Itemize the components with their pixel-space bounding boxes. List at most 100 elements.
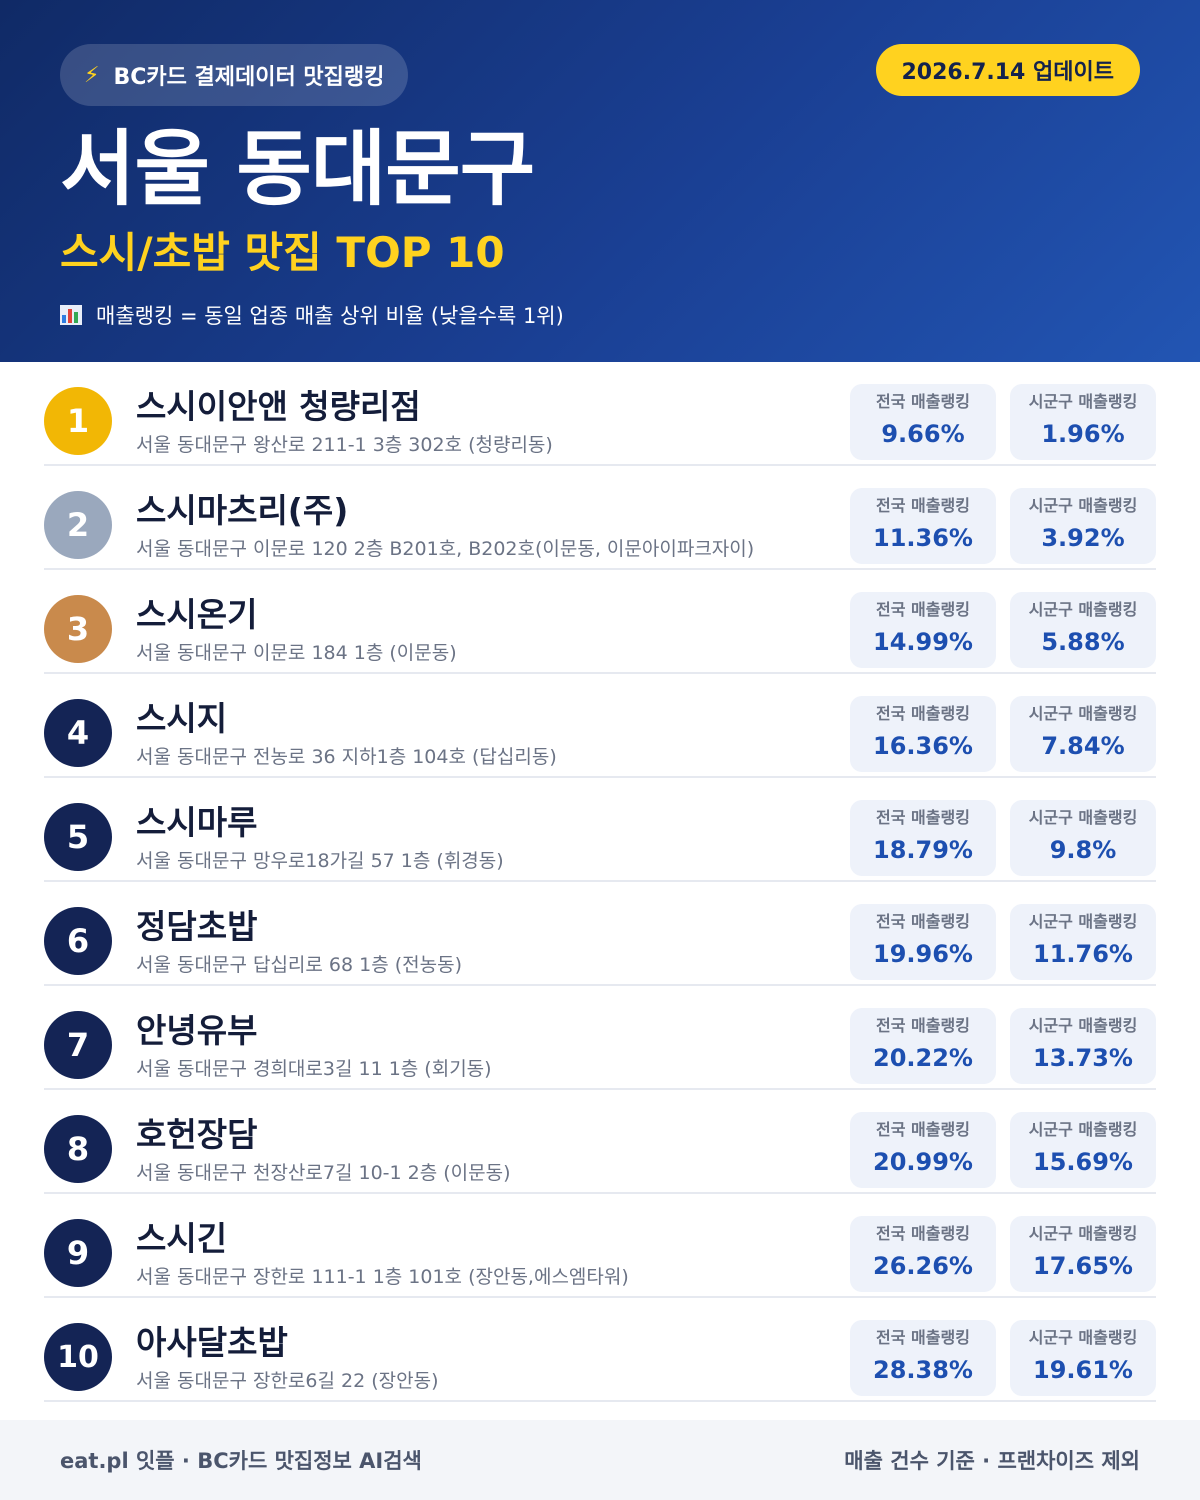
local-ranking-box: 시군구 매출랭킹 15.69% bbox=[1010, 1112, 1156, 1188]
national-ranking-label: 전국 매출랭킹 bbox=[876, 496, 970, 515]
local-ranking-label: 시군구 매출랭킹 bbox=[1028, 1120, 1138, 1139]
national-ranking-label: 전국 매출랭킹 bbox=[876, 912, 970, 931]
national-ranking-label: 전국 매출랭킹 bbox=[876, 808, 970, 827]
bar-chart-icon bbox=[60, 305, 82, 325]
footer: eat.pl 잇플 · BC카드 맛집정보 AI검색 매출 건수 기준 · 프랜… bbox=[0, 1420, 1200, 1500]
rank-badge: 8 bbox=[44, 1115, 112, 1183]
restaurant-row[interactable]: 6 정담초밥 서울 동대문구 답십리로 68 1층 (전농동) 전국 매출랭킹 … bbox=[44, 882, 1156, 986]
national-ranking-box: 전국 매출랭킹 11.36% bbox=[850, 488, 996, 564]
national-ranking-value: 19.96% bbox=[873, 940, 973, 968]
local-ranking-box: 시군구 매출랭킹 11.76% bbox=[1010, 904, 1156, 980]
local-ranking-value: 11.76% bbox=[1033, 940, 1133, 968]
rank-badge: 4 bbox=[44, 699, 112, 767]
local-ranking-box: 시군구 매출랭킹 7.84% bbox=[1010, 696, 1156, 772]
restaurant-address: 서울 동대문구 이문로 184 1층 (이문동) bbox=[136, 642, 457, 664]
restaurant-row[interactable]: 7 안녕유부 서울 동대문구 경희대로3길 11 1층 (회기동) 전국 매출랭… bbox=[44, 986, 1156, 1090]
local-ranking-label: 시군구 매출랭킹 bbox=[1028, 1224, 1138, 1243]
national-ranking-box: 전국 매출랭킹 18.79% bbox=[850, 800, 996, 876]
national-ranking-label: 전국 매출랭킹 bbox=[876, 1016, 970, 1035]
footer-source: eat.pl 잇플 · BC카드 맛집정보 AI검색 bbox=[60, 1449, 422, 1473]
restaurant-address: 서울 동대문구 이문로 120 2층 B201호, B202호(이문동, 이문아… bbox=[136, 538, 755, 560]
restaurant-row[interactable]: 1 스시이안앤 청량리점 서울 동대문구 왕산로 211-1 3층 302호 (… bbox=[44, 362, 1156, 466]
national-ranking-value: 28.38% bbox=[873, 1356, 973, 1384]
local-ranking-value: 3.92% bbox=[1041, 524, 1125, 552]
national-ranking-value: 26.26% bbox=[873, 1252, 973, 1280]
national-ranking-value: 14.99% bbox=[873, 628, 973, 656]
restaurant-address: 서울 동대문구 망우로18가길 57 1층 (휘경동) bbox=[136, 850, 504, 872]
restaurant-row[interactable]: 5 스시마루 서울 동대문구 망우로18가길 57 1층 (휘경동) 전국 매출… bbox=[44, 778, 1156, 882]
restaurant-row[interactable]: 3 스시온기 서울 동대문구 이문로 184 1층 (이문동) 전국 매출랭킹 … bbox=[44, 570, 1156, 674]
rank-badge: 7 bbox=[44, 1011, 112, 1079]
region-title: 서울 동대문구 bbox=[60, 122, 535, 217]
local-ranking-value: 7.84% bbox=[1041, 732, 1125, 760]
restaurant-row[interactable]: 8 호헌장담 서울 동대문구 천장산로7길 10-1 2층 (이문동) 전국 매… bbox=[44, 1090, 1156, 1194]
category-title: 스시/초밥 맛집 TOP 10 bbox=[60, 228, 505, 277]
restaurant-address: 서울 동대문구 장한로6길 22 (장안동) bbox=[136, 1370, 439, 1392]
rank-badge: 5 bbox=[44, 803, 112, 871]
national-ranking-label: 전국 매출랭킹 bbox=[876, 704, 970, 723]
restaurant-name[interactable]: 스시지 bbox=[136, 699, 228, 738]
national-ranking-box: 전국 매출랭킹 16.36% bbox=[850, 696, 996, 772]
local-ranking-box: 시군구 매출랭킹 17.65% bbox=[1010, 1216, 1156, 1292]
restaurant-address: 서울 동대문구 경희대로3길 11 1층 (회기동) bbox=[136, 1058, 492, 1080]
restaurant-row[interactable]: 9 스시긴 서울 동대문구 장한로 111-1 1층 101호 (장안동,에스엠… bbox=[44, 1194, 1156, 1298]
national-ranking-label: 전국 매출랭킹 bbox=[876, 392, 970, 411]
national-ranking-value: 16.36% bbox=[873, 732, 973, 760]
lightning-bolt-icon: ⚡ bbox=[84, 62, 100, 88]
restaurant-address: 서울 동대문구 천장산로7길 10-1 2층 (이문동) bbox=[136, 1162, 511, 1184]
brand-label: BC카드 결제데이터 맛집랭킹 bbox=[113, 65, 385, 90]
national-ranking-label: 전국 매출랭킹 bbox=[876, 1120, 970, 1139]
restaurant-address: 서울 동대문구 장한로 111-1 1층 101호 (장안동,에스엠타워) bbox=[136, 1266, 629, 1288]
national-ranking-box: 전국 매출랭킹 19.96% bbox=[850, 904, 996, 980]
rank-badge: 1 bbox=[44, 387, 112, 455]
restaurant-row[interactable]: 2 스시마츠리(주) 서울 동대문구 이문로 120 2층 B201호, B20… bbox=[44, 466, 1156, 570]
local-ranking-label: 시군구 매출랭킹 bbox=[1028, 1328, 1138, 1347]
national-ranking-box: 전국 매출랭킹 9.66% bbox=[850, 384, 996, 460]
local-ranking-label: 시군구 매출랭킹 bbox=[1028, 704, 1138, 723]
restaurant-name[interactable]: 스시온기 bbox=[136, 595, 258, 634]
local-ranking-label: 시군구 매출랭킹 bbox=[1028, 808, 1138, 827]
header: ⚡ BC카드 결제데이터 맛집랭킹 2026.7.14 업데이트 서울 동대문구… bbox=[0, 0, 1200, 362]
legend-line: 매출랭킹 = 동일 업종 매출 상위 비율 (낮을수록 1위) bbox=[60, 300, 1140, 330]
legend-text: 매출랭킹 = 동일 업종 매출 상위 비율 (낮을수록 1위) bbox=[96, 304, 564, 328]
restaurant-name[interactable]: 스시마츠리(주) bbox=[136, 491, 349, 530]
national-ranking-value: 20.22% bbox=[873, 1044, 973, 1072]
national-ranking-box: 전국 매출랭킹 20.22% bbox=[850, 1008, 996, 1084]
local-ranking-label: 시군구 매출랭킹 bbox=[1028, 600, 1138, 619]
local-ranking-box: 시군구 매출랭킹 19.61% bbox=[1010, 1320, 1156, 1396]
restaurant-name[interactable]: 안녕유부 bbox=[136, 1011, 258, 1050]
local-ranking-value: 9.8% bbox=[1049, 836, 1117, 864]
national-ranking-box: 전국 매출랭킹 28.38% bbox=[850, 1320, 996, 1396]
national-ranking-label: 전국 매출랭킹 bbox=[876, 1224, 970, 1243]
local-ranking-value: 17.65% bbox=[1033, 1252, 1133, 1280]
national-ranking-value: 9.66% bbox=[881, 420, 965, 448]
ranking-list: 1 스시이안앤 청량리점 서울 동대문구 왕산로 211-1 3층 302호 (… bbox=[0, 362, 1200, 1402]
restaurant-address: 서울 동대문구 답십리로 68 1층 (전농동) bbox=[136, 954, 463, 976]
national-ranking-value: 11.36% bbox=[873, 524, 973, 552]
local-ranking-label: 시군구 매출랭킹 bbox=[1028, 392, 1138, 411]
restaurant-name[interactable]: 호헌장담 bbox=[136, 1115, 258, 1154]
update-date-badge: 2026.7.14 업데이트 bbox=[875, 44, 1140, 96]
rank-badge: 3 bbox=[44, 595, 112, 663]
local-ranking-box: 시군구 매출랭킹 13.73% bbox=[1010, 1008, 1156, 1084]
restaurant-row[interactable]: 4 스시지 서울 동대문구 전농로 36 지하1층 104호 (답십리동) 전국… bbox=[44, 674, 1156, 778]
national-ranking-box: 전국 매출랭킹 14.99% bbox=[850, 592, 996, 668]
restaurant-name[interactable]: 스시긴 bbox=[136, 1219, 228, 1258]
rank-badge: 2 bbox=[44, 491, 112, 559]
restaurant-row[interactable]: 10 아사달초밥 서울 동대문구 장한로6길 22 (장안동) 전국 매출랭킹 … bbox=[44, 1298, 1156, 1402]
restaurant-name[interactable]: 스시이안앤 청량리점 bbox=[136, 387, 421, 426]
local-ranking-value: 19.61% bbox=[1033, 1356, 1133, 1384]
restaurant-name[interactable]: 스시마루 bbox=[136, 803, 258, 842]
restaurant-name[interactable]: 아사달초밥 bbox=[136, 1323, 288, 1362]
national-ranking-label: 전국 매출랭킹 bbox=[876, 600, 970, 619]
national-ranking-box: 전국 매출랭킹 20.99% bbox=[850, 1112, 996, 1188]
local-ranking-value: 13.73% bbox=[1033, 1044, 1133, 1072]
rank-badge: 6 bbox=[44, 907, 112, 975]
rank-badge: 9 bbox=[44, 1219, 112, 1287]
local-ranking-label: 시군구 매출랭킹 bbox=[1028, 496, 1138, 515]
rank-badge: 10 bbox=[44, 1323, 112, 1391]
restaurant-name[interactable]: 정담초밥 bbox=[136, 907, 258, 946]
local-ranking-box: 시군구 매출랭킹 1.96% bbox=[1010, 384, 1156, 460]
local-ranking-value: 1.96% bbox=[1041, 420, 1125, 448]
local-ranking-box: 시군구 매출랭킹 3.92% bbox=[1010, 488, 1156, 564]
